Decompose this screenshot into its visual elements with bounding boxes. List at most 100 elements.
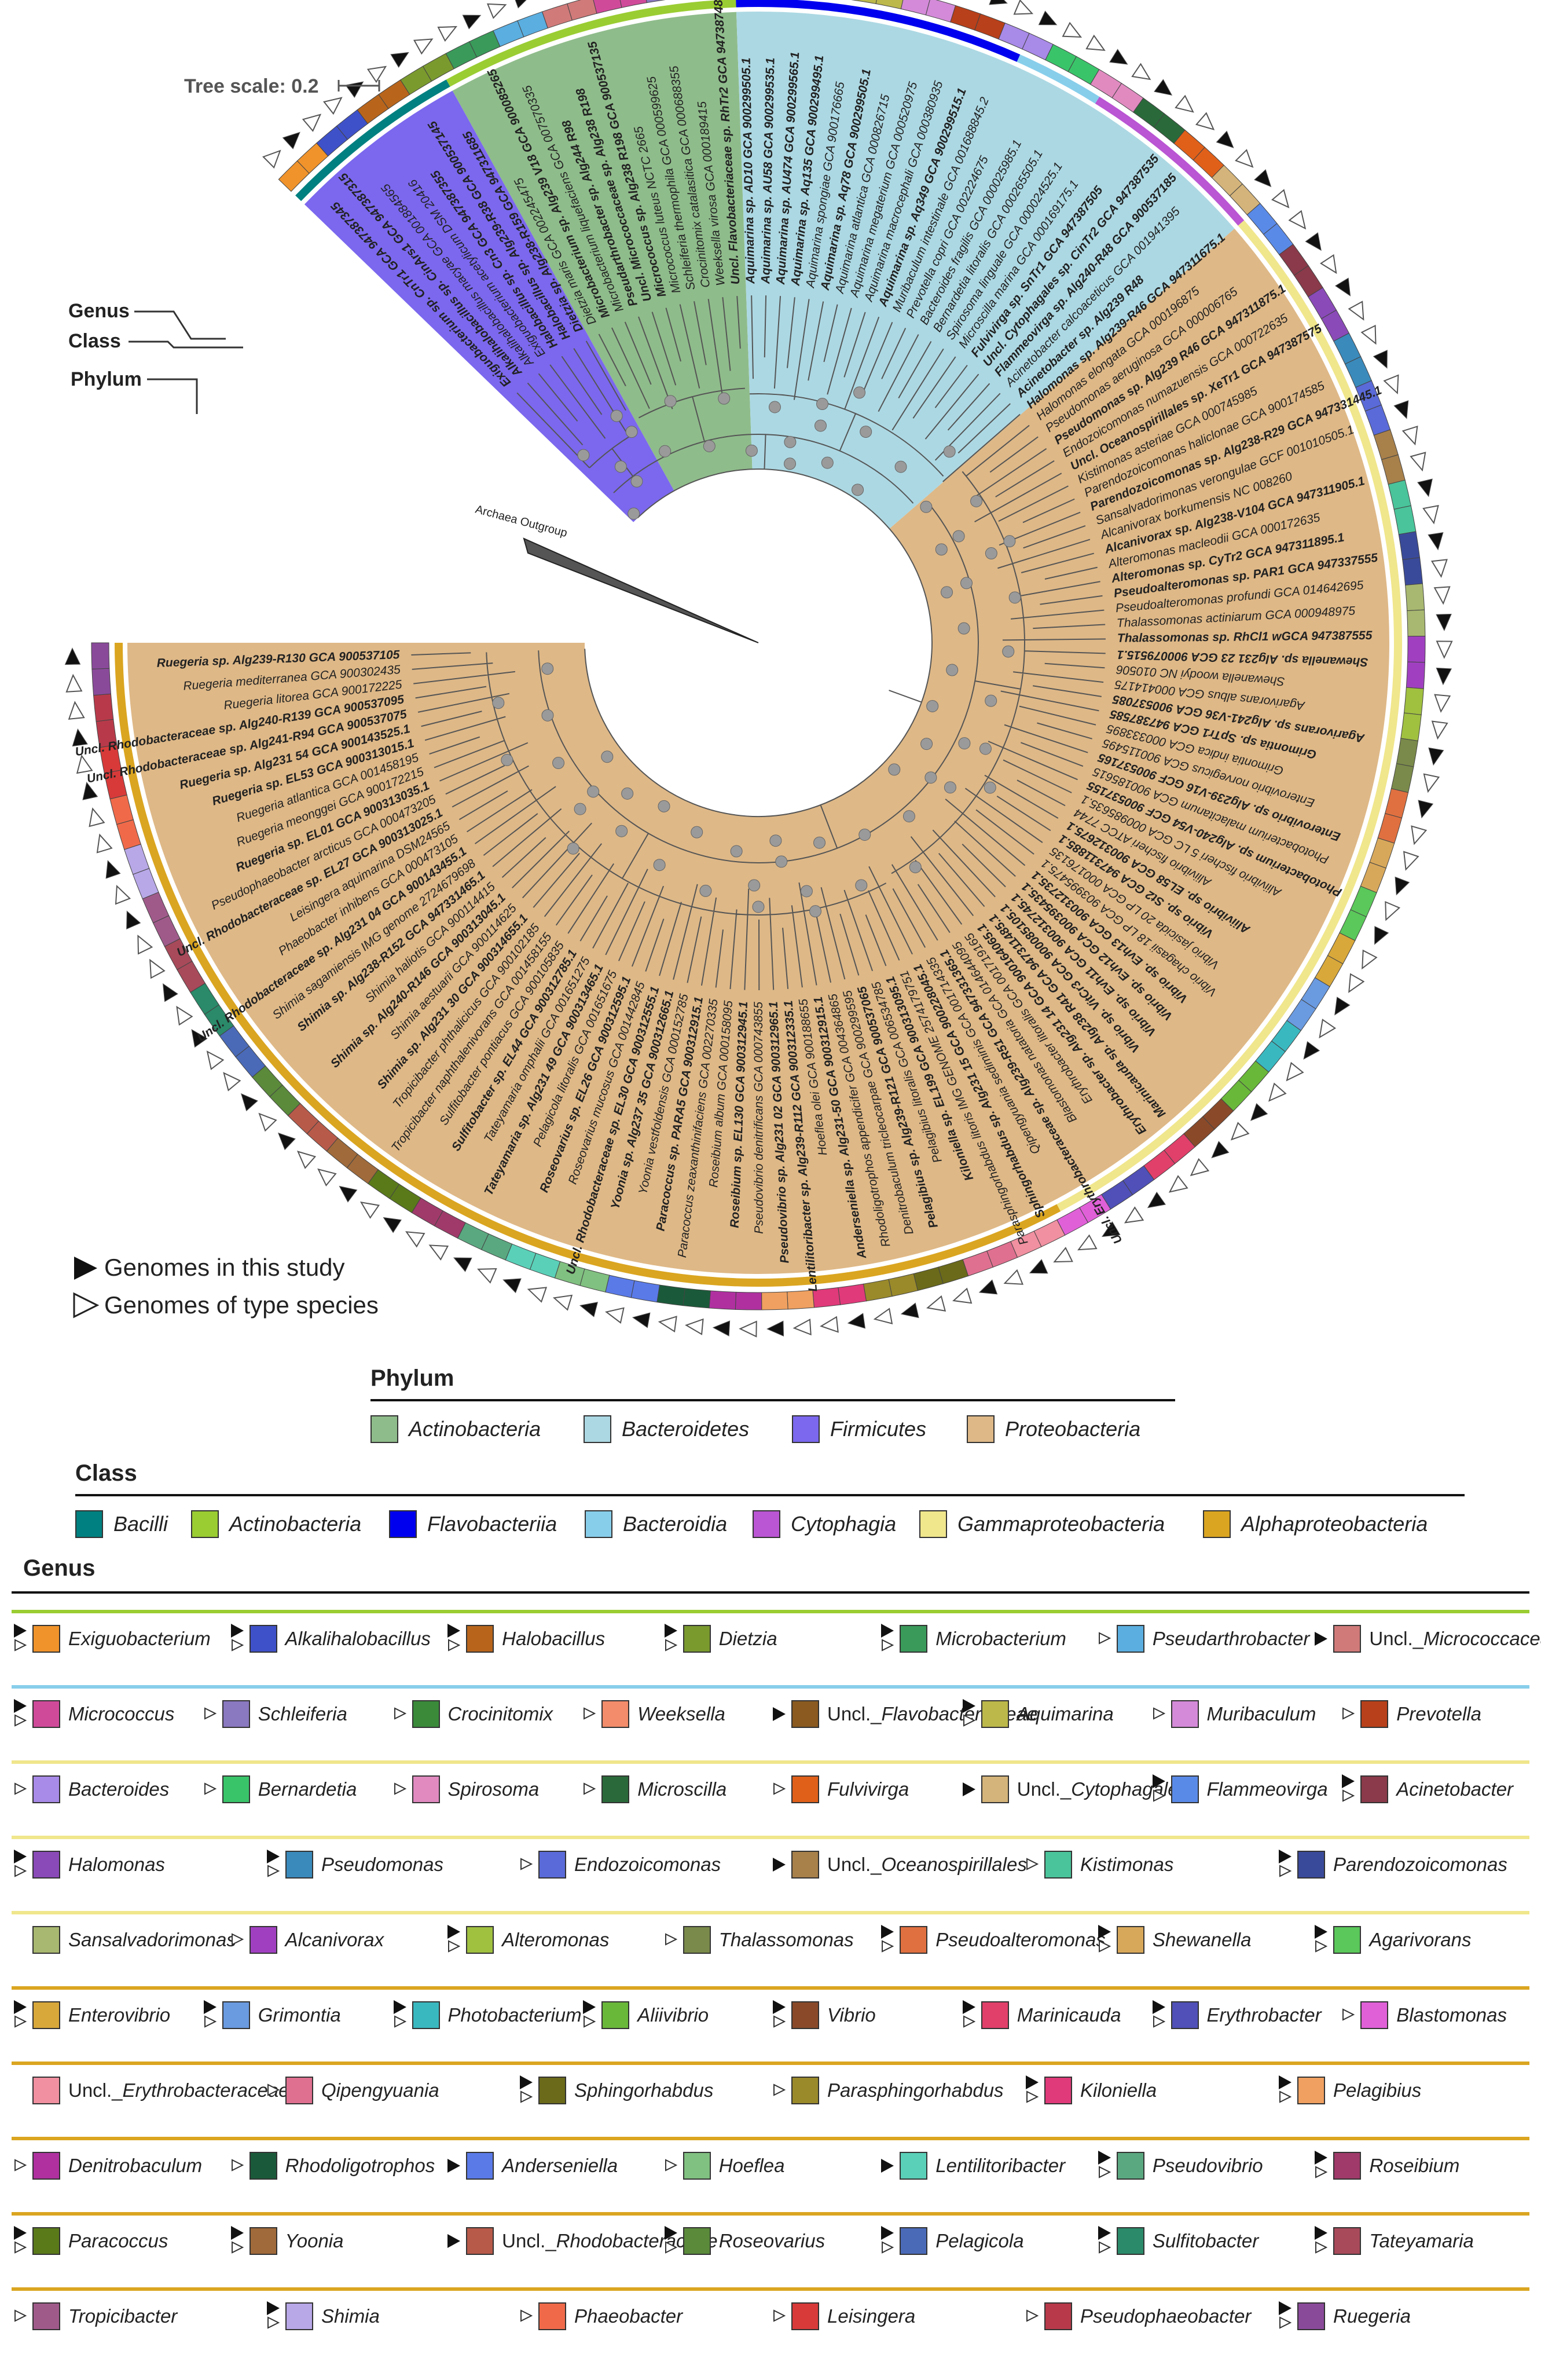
node-support-dot xyxy=(985,547,997,560)
genus-item-acinetobacter: Acinetobacter xyxy=(1340,1772,1513,1807)
genus-block xyxy=(1381,454,1406,485)
phylogenetic-tree: Exiguobacterium sp. CnTr1 GCA 947387345A… xyxy=(64,0,1453,1338)
genus-marker-icons xyxy=(1340,1999,1357,2031)
genus-row-class-line xyxy=(12,2287,1529,2291)
genus-block xyxy=(124,844,150,875)
genus-label: Ruegeria xyxy=(1333,2305,1411,2327)
genus-item-kistimonas: Kistimonas xyxy=(1023,1847,1173,1882)
type-species-marker xyxy=(206,1050,225,1070)
phylum-item-bacteroidetes: Bacteroidetes xyxy=(584,1413,749,1445)
genus-marker-icons xyxy=(770,1773,788,1806)
genus-swatch xyxy=(683,2152,711,2180)
class-label: Gammaproteobacteria xyxy=(957,1512,1165,1536)
genus-swatch xyxy=(1171,1700,1199,1728)
genus-item-shimia: Shimia xyxy=(265,2299,380,2334)
genus-name: Schleiferia xyxy=(258,1703,347,1724)
genus-row: Tropicibacter Shimia Phaeobacter Leisingera… xyxy=(12,2283,1529,2358)
genus-label: Roseovarius xyxy=(719,2230,825,2252)
phylum-sector-bacteroidetes xyxy=(736,12,1235,529)
phylum-sectors xyxy=(127,12,1389,1275)
open-marker-icon xyxy=(394,2015,406,2028)
genus-block xyxy=(1402,557,1423,586)
type-species-marker xyxy=(323,97,343,115)
class-item-alphaproteobacteria: Alphaproteobacteria xyxy=(1203,1508,1428,1540)
node-support-dot xyxy=(745,444,758,457)
filled-marker-icon xyxy=(881,1925,894,1939)
genus-item-pseudophaeobacter: Pseudophaeobacter xyxy=(1023,2299,1251,2334)
node-support-dot xyxy=(658,800,670,812)
type-species-marker xyxy=(477,1268,497,1284)
genus-label: Bernardetia xyxy=(258,1778,357,1800)
genus-swatch xyxy=(1116,2227,1144,2255)
genus-swatch xyxy=(1116,2152,1144,2180)
study-genome-marker xyxy=(1428,532,1444,551)
genus-name: Pelagibius xyxy=(1333,2079,1422,2101)
genus-label: Crocinitomix xyxy=(448,1703,553,1725)
branch-lines xyxy=(411,295,1106,991)
genus-swatch xyxy=(222,1700,250,1728)
genus-swatch xyxy=(1333,2152,1362,2180)
class-label: Alphaproteobacteria xyxy=(1241,1512,1428,1536)
node-support-dot xyxy=(501,753,513,766)
genus-block xyxy=(1405,583,1425,612)
genus-marker-icons xyxy=(12,1773,29,1806)
leaf-label: Pseudovibrio denitrificans GCA 000743855 xyxy=(752,1002,766,1234)
genus-swatch xyxy=(249,1926,277,1954)
node-support-dot xyxy=(621,787,634,800)
filled-marker-icon xyxy=(447,2234,461,2248)
genus-block xyxy=(1407,636,1426,663)
type-species-marker xyxy=(552,1294,573,1311)
genus-block xyxy=(630,1280,661,1303)
genus-item-tateyamaria: Tateyamaria xyxy=(1312,2224,1474,2258)
class-legend-rule xyxy=(75,1494,1465,1496)
type-species-marker xyxy=(739,1320,757,1338)
type-species-marker xyxy=(1362,949,1378,970)
class-swatch xyxy=(753,1510,780,1538)
genus-name: Yoonia xyxy=(285,2230,344,2251)
open-marker-icon xyxy=(1279,2316,1292,2329)
genus-item-leisingera: Leisingera xyxy=(770,2299,915,2334)
genus-swatch xyxy=(1171,2001,1199,2029)
genus-swatch xyxy=(32,1851,60,1879)
genus-name: Pseudarthrobacter xyxy=(1152,1628,1310,1649)
genus-row: Bacteroides Bernardetia Spirosoma Microscil… xyxy=(12,1756,1529,1831)
genus-item-phaeobacter: Phaeobacter xyxy=(518,2299,683,2334)
type-species-marker xyxy=(1077,1234,1098,1251)
genus-marker-icons xyxy=(960,1999,978,2031)
type-species-marker xyxy=(317,1168,337,1187)
genus-name: Micrococcaceae xyxy=(1423,1628,1541,1649)
genus-item-oceanospirillales: Uncl._Oceanospirillales xyxy=(770,1847,1027,1882)
class-swatch xyxy=(919,1510,947,1538)
open-marker-icon xyxy=(204,2015,217,2028)
genus-swatch xyxy=(32,1926,60,1954)
genus-block xyxy=(1390,763,1414,793)
genus-label: Grimontia xyxy=(258,2004,341,2026)
genus-label: Alcanivorax xyxy=(285,1929,384,1951)
genus-label: Uncl._Micrococcaceae xyxy=(1369,1628,1541,1650)
filled-marker-icon xyxy=(773,2000,786,2014)
node-support-dot xyxy=(924,771,937,784)
filled-marker-icon xyxy=(14,1850,27,1863)
open-marker-icon xyxy=(963,1714,975,1727)
genus-item-micrococcus: Micrococcus xyxy=(12,1697,174,1731)
genus-item-pelagicola: Pelagicola xyxy=(879,2224,1024,2258)
study-genome-marker xyxy=(64,647,81,665)
study-genome-marker xyxy=(1395,876,1410,896)
study-genome-marker xyxy=(240,1093,258,1112)
genus-swatch xyxy=(900,2152,928,2180)
type-species-marker xyxy=(437,26,458,42)
genus-marker-icons xyxy=(770,1999,788,2031)
node-support-dot xyxy=(659,445,672,457)
open-marker-icon xyxy=(1153,1789,1165,1802)
genus-name: Phaeobacter xyxy=(574,2305,683,2327)
genus-item-alteromonas: Alteromonas xyxy=(445,1923,609,1957)
filled-marker-icon xyxy=(1098,2226,1111,2240)
genus-swatch xyxy=(601,1775,630,1803)
filled-marker-icon xyxy=(1152,2000,1165,2014)
type-species-marker xyxy=(1168,1175,1188,1193)
genus-swatch xyxy=(981,1700,1009,1728)
study-genome-marker xyxy=(1334,997,1351,1016)
genus-swatch xyxy=(32,2152,60,2180)
genus-block xyxy=(646,0,666,3)
genus-marker-icons xyxy=(662,2150,680,2182)
